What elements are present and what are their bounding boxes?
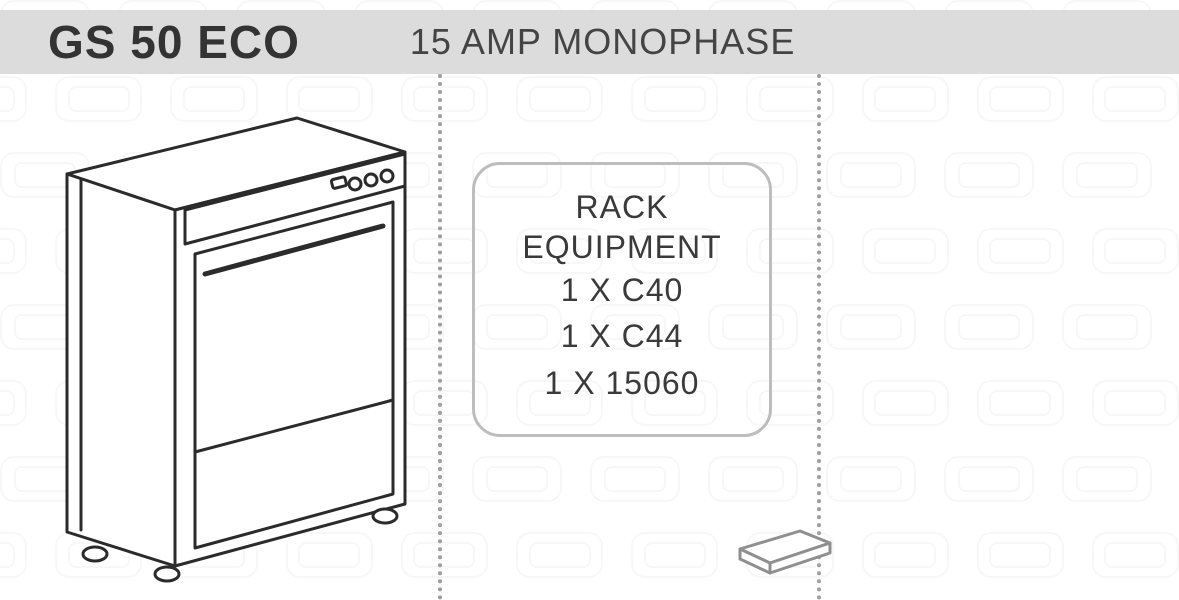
header-band: GS 50 ECO 15 AMP MONOPHASE <box>0 10 1179 74</box>
rack-heading-2: EQUIPMENT <box>509 227 735 267</box>
rack-item: 1 X 15060 <box>509 360 735 406</box>
model-title: GS 50 ECO <box>48 15 300 69</box>
rack-item: 1 X C44 <box>509 313 735 359</box>
machine-drawing <box>35 114 415 589</box>
rack-equipment-box: RACK EQUIPMENT 1 X C40 1 X C44 1 X 15060 <box>472 162 772 437</box>
rack-item: 1 X C40 <box>509 267 735 313</box>
header-subtitle: 15 AMP MONOPHASE <box>410 21 795 63</box>
rack-heading-1: RACK <box>509 187 735 227</box>
tray-icon <box>730 519 840 584</box>
